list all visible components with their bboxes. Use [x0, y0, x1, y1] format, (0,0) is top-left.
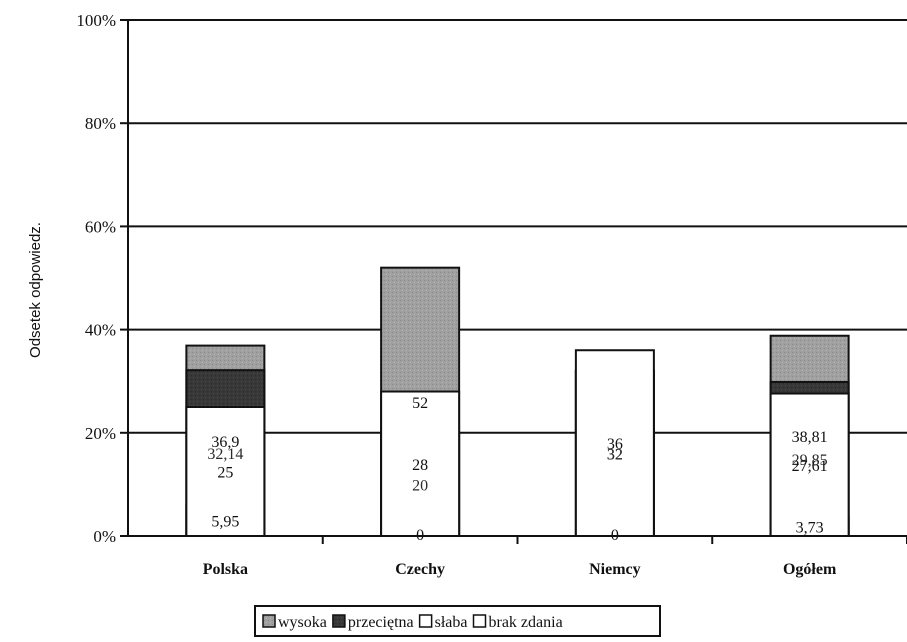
y-tick-label: 20%: [85, 424, 116, 443]
data-label: 36,9: [211, 434, 239, 451]
legend-entry: słaba: [435, 614, 468, 631]
data-label: 25: [217, 465, 233, 482]
data-label: 28: [412, 457, 428, 474]
y-tick-label: 100%: [76, 11, 116, 30]
bars-group: [185, 266, 850, 538]
y-axis-label: Odsetek odpowiedz.: [27, 222, 44, 358]
category-label: Czechy: [395, 561, 445, 578]
data-labels-group: 36,932,145,95255220028323203638,8129,853…: [207, 395, 827, 544]
legend-swatch: [472, 614, 487, 628]
legend-box: [254, 605, 661, 637]
y-tick-label: 80%: [85, 114, 116, 133]
legend-entry: brak zdania: [489, 614, 563, 631]
data-label: 27,61: [792, 458, 828, 475]
legend-swatch: [418, 614, 433, 628]
data-label: 52: [412, 395, 428, 412]
bar-segment-brak-zdania: [380, 390, 461, 537]
legend-swatch: [262, 614, 276, 628]
legend-swatch: [332, 614, 346, 628]
category-label: Ogółem: [783, 561, 837, 578]
data-label: 32: [607, 446, 623, 463]
bar-segment-brak-zdania: [185, 406, 266, 537]
data-label: 38,81: [792, 429, 828, 446]
bar-segment-brak-zdania: [574, 349, 655, 537]
data-label: 20: [412, 477, 428, 494]
category-label: Niemcy: [589, 561, 641, 578]
data-label: 32: [607, 446, 623, 463]
axes-group: 0% 20% 40% 60% 80% 100% Polska Czechy Niemcy Ogół…: [76, 11, 907, 578]
y-tick-label: 60%: [85, 217, 116, 236]
y-tick-label: 0%: [93, 527, 116, 546]
category-label: Polska: [203, 561, 248, 578]
data-label: 29,85: [792, 452, 828, 469]
data-label: 36: [607, 436, 623, 453]
data-label: 5,95: [211, 514, 239, 531]
data-label: 32,14: [207, 446, 243, 463]
legend: wysoka przeciętna słaba brak zdania: [254, 605, 661, 637]
data-label: 3,73: [796, 519, 824, 536]
y-tick-label: 40%: [85, 321, 116, 340]
legend-entry: wysoka: [278, 614, 327, 631]
legend-entry: przeciętna: [348, 614, 414, 631]
